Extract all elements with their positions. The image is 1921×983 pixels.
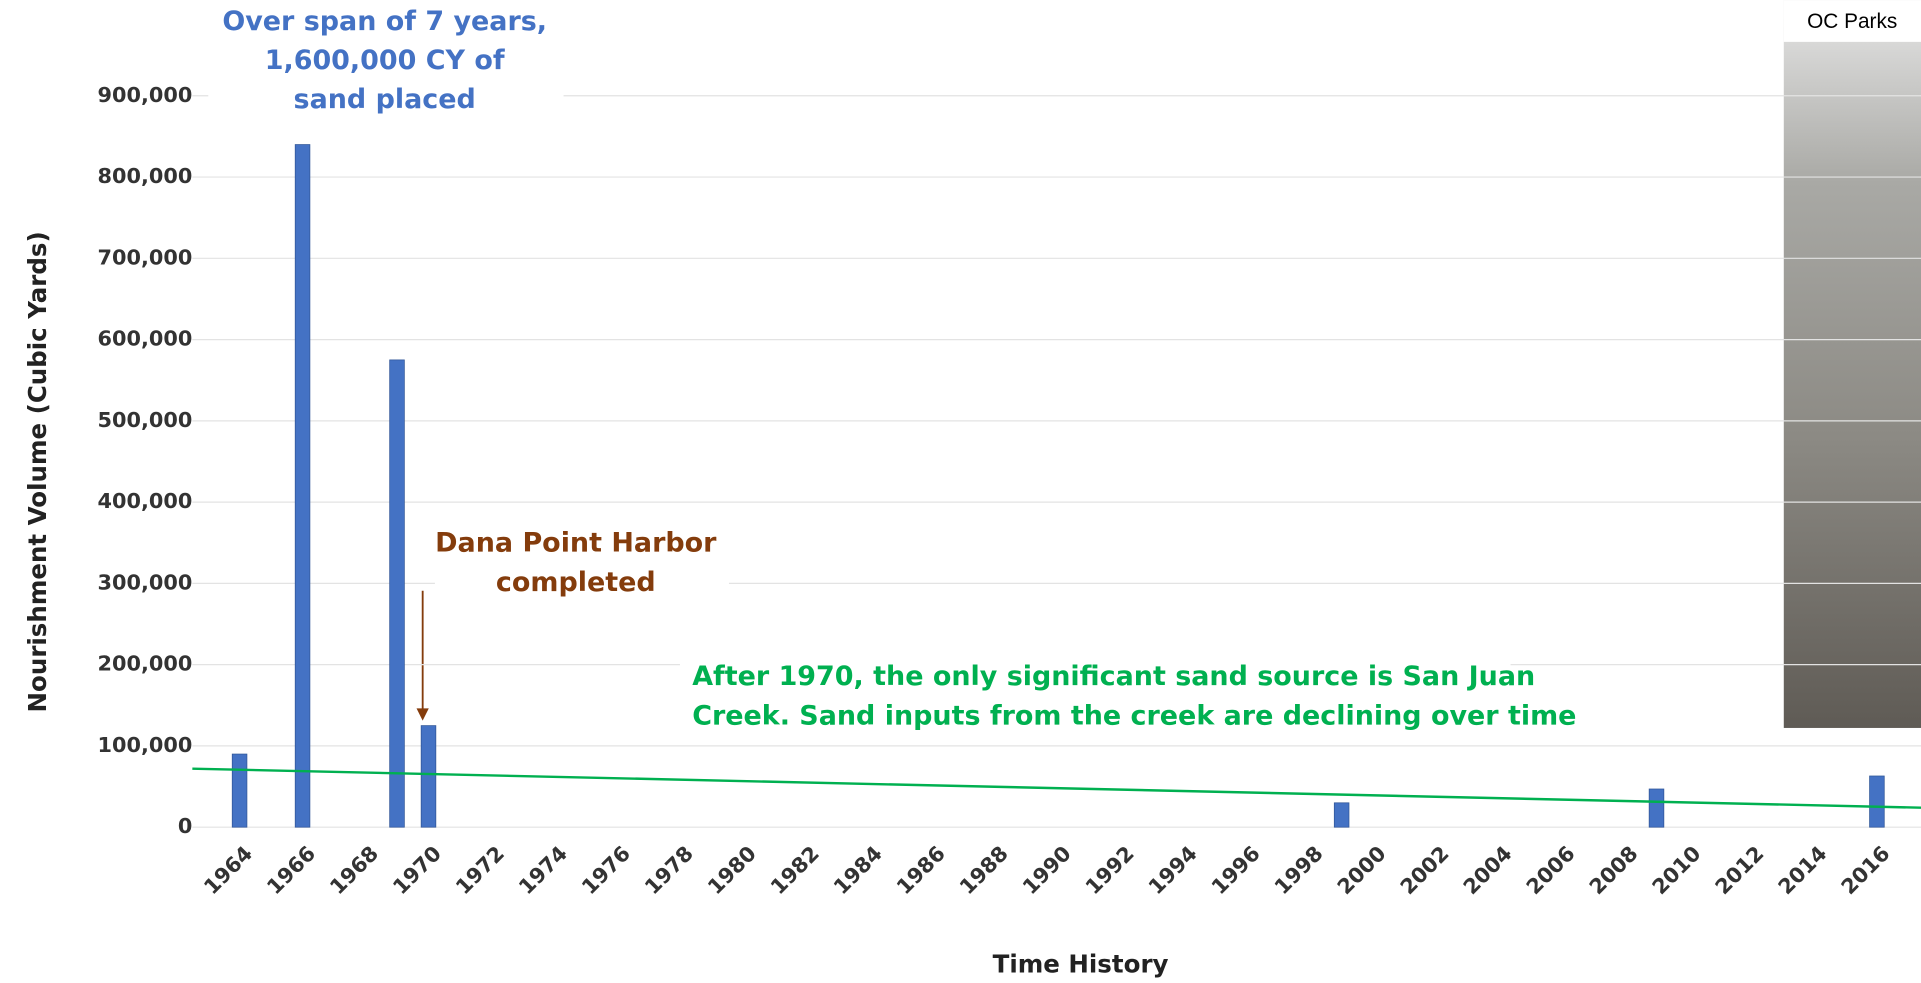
- y-tick-label: 500,000: [98, 408, 193, 432]
- y-tick-label: 0: [178, 814, 192, 838]
- annotation: After 1970, the only significant sand so…: [692, 661, 1535, 692]
- x-tick-label: 1974: [514, 841, 572, 899]
- bar: [1333, 802, 1350, 828]
- annotation: completed: [496, 567, 656, 598]
- y-tick-label: 300,000: [98, 570, 193, 594]
- annotation: sand placed: [294, 84, 476, 115]
- y-axis-label: Nourishment Volume (Cubic Yards): [23, 231, 52, 712]
- arrow-head: [416, 708, 429, 721]
- x-tick-label: 1998: [1270, 841, 1328, 899]
- x-tick-label: 2008: [1585, 841, 1643, 899]
- y-tick-label: 900,000: [98, 83, 193, 107]
- bar: [389, 359, 405, 828]
- x-tick-label: 2000: [1333, 841, 1391, 899]
- x-tick-label: 1978: [640, 841, 698, 899]
- trend-line: [192, 767, 1921, 809]
- annotation: Creek. Sand inputs from the creek are de…: [692, 700, 1576, 731]
- y-tick-label: 100,000: [98, 733, 193, 757]
- x-tick-label: 1996: [1207, 841, 1265, 899]
- x-tick-label: 2004: [1459, 841, 1517, 899]
- x-tick-label: 1976: [577, 841, 635, 899]
- x-tick-label: 2016: [1837, 841, 1895, 899]
- x-tick-label: 1968: [325, 841, 383, 899]
- x-tick-label: 1980: [703, 841, 761, 899]
- caption-bg: [1783, 0, 1921, 42]
- y-tick-label: 700,000: [98, 245, 193, 269]
- x-tick-label: 1994: [1144, 841, 1202, 899]
- annotation: 1,600,000 CY of: [265, 45, 505, 76]
- annotation: Dana Point Harbor: [435, 528, 717, 559]
- annotation-bg: [679, 655, 1511, 742]
- annotation-bg: [434, 520, 729, 610]
- x-tick-label: 2014: [1774, 841, 1832, 899]
- photo-caption: OC Parks: [1807, 10, 1897, 33]
- y-tick-label: 800,000: [98, 164, 193, 188]
- bar: [420, 725, 437, 828]
- x-tick-label: 1992: [1081, 841, 1139, 899]
- y-tick-label: 200,000: [98, 652, 193, 676]
- photo: [1783, 0, 1921, 728]
- y-tick-label: 600,000: [98, 327, 193, 351]
- x-tick-label: 1986: [892, 841, 950, 899]
- x-tick-label: 2006: [1522, 841, 1580, 899]
- x-tick-label: 1964: [199, 841, 257, 899]
- grid: [192, 95, 1921, 828]
- bar: [294, 144, 311, 828]
- x-tick-label: 1972: [451, 841, 509, 899]
- annotation: Over span of 7 years,: [222, 6, 547, 37]
- x-tick-label: 1966: [262, 841, 320, 899]
- x-axis-label: Time History: [993, 950, 1169, 979]
- x-tick-label: 2012: [1711, 841, 1769, 899]
- x-tick-label: 1988: [955, 841, 1013, 899]
- x-tick-label: 2010: [1648, 841, 1706, 899]
- x-tick-label: 1982: [766, 841, 824, 899]
- bar: [231, 753, 248, 828]
- bar: [1648, 788, 1665, 828]
- x-tick-label: 1984: [829, 841, 887, 899]
- y-tick-label: 400,000: [98, 489, 193, 513]
- x-tick-label: 2002: [1396, 841, 1454, 899]
- x-tick-label: 1970: [388, 841, 446, 899]
- x-tick-label: 1990: [1018, 841, 1076, 899]
- annotation-bg: [208, 0, 564, 123]
- bar: [1869, 775, 1885, 828]
